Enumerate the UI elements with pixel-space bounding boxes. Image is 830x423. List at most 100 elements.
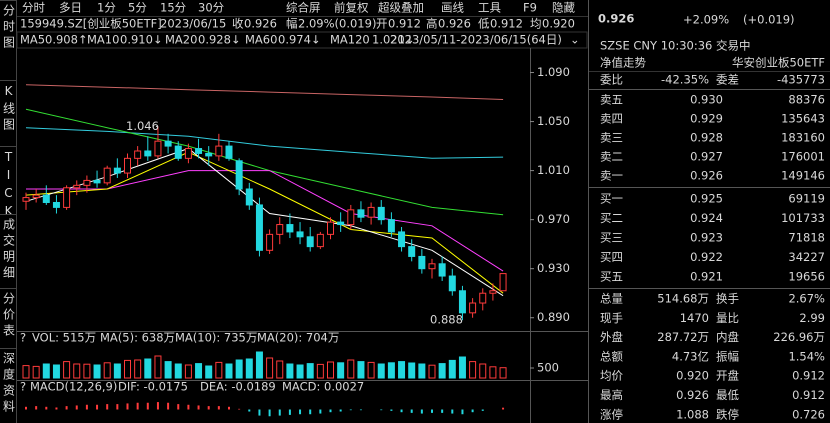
toolbar-tool[interactable]: 工具	[478, 1, 501, 15]
side-tab[interactable]: K线图	[2, 84, 16, 134]
side-tab[interactable]: 分时图	[2, 4, 16, 52]
candle-body	[113, 167, 121, 174]
volume-bar	[42, 363, 50, 379]
volume-bar	[489, 366, 497, 379]
candle-body	[367, 206, 375, 218]
candle-body	[144, 150, 152, 157]
book-price: 0.923	[690, 231, 723, 245]
volume-legend: MA(5): 638万	[100, 331, 175, 345]
help-icon[interactable]: ?	[20, 380, 26, 394]
volume-bar	[266, 357, 274, 379]
annotation: 0.888	[430, 313, 463, 327]
candle-body	[73, 184, 81, 189]
toolbar-tab[interactable]: 5分	[128, 1, 147, 15]
volume-bar	[83, 363, 91, 379]
book-label: 卖五	[600, 93, 623, 107]
candle-body	[184, 148, 192, 159]
header-label: 幅	[286, 17, 298, 31]
candle-body	[398, 231, 406, 248]
ma-label: MA120	[330, 33, 370, 47]
stat-value: 1470	[680, 311, 709, 325]
candle-body	[164, 140, 172, 147]
toolbar-tool[interactable]: F9	[523, 1, 537, 15]
toolbar-tab[interactable]: 1分	[97, 1, 116, 15]
volume-bar	[52, 364, 60, 379]
date: 2023/06/15	[160, 17, 226, 31]
side-tab[interactable]: 成交明细	[2, 218, 16, 282]
candle-body	[489, 290, 497, 294]
toolbar-tool[interactable]: 前复权	[334, 1, 369, 15]
help-icon[interactable]: ?	[20, 331, 26, 345]
stat-value: 1.088	[676, 407, 709, 421]
candle-body	[52, 201, 60, 208]
book-label: 买一	[600, 192, 623, 206]
row-value: -435773	[777, 73, 825, 87]
change-abs: (+0.019)	[743, 13, 795, 27]
volume-legend: MA(20): 704万	[257, 331, 339, 345]
ma-line	[25, 127, 504, 159]
book-volume: 149146	[781, 169, 825, 183]
book-volume: 34227	[788, 250, 825, 264]
header-label: 收	[232, 17, 244, 31]
side-tab[interactable]: 深度资料	[2, 352, 16, 416]
volume-bar	[367, 361, 375, 379]
stat-label: 均价	[600, 369, 623, 383]
candle-body	[276, 224, 284, 235]
volume-bar	[184, 364, 192, 379]
candle-body	[42, 194, 50, 203]
ma-line	[25, 151, 504, 294]
volume-bar	[195, 363, 203, 379]
volume-bar	[154, 355, 162, 379]
dropdown[interactable]: ⌄	[570, 33, 580, 47]
toolbar-tab[interactable]: 15分	[160, 1, 187, 15]
macd-legend: MACD: 0.0027	[282, 380, 364, 394]
book-label: 卖一	[600, 169, 623, 183]
toolbar-tab[interactable]: 多日	[59, 1, 82, 15]
y-tick-label: 500	[537, 361, 559, 375]
volume-bar	[458, 356, 466, 379]
stat-label: 振幅	[716, 349, 739, 363]
header-label: 高	[426, 17, 438, 31]
header-label: 低	[478, 17, 490, 31]
toolbar-tool[interactable]: 超级叠加	[378, 1, 424, 15]
volume-bar	[387, 362, 395, 379]
candle-body	[316, 233, 324, 248]
volume-bar	[448, 359, 456, 379]
toolbar-tool[interactable]: 画线	[441, 1, 464, 15]
stat-label: 换手	[716, 292, 739, 306]
book-price: 0.928	[690, 131, 723, 145]
candle-body	[347, 209, 355, 226]
header-value: 0.920	[542, 17, 575, 31]
toolbar-tool[interactable]: 综合屏	[286, 1, 321, 15]
candle-body	[479, 292, 487, 304]
annotation: 1.046	[126, 119, 159, 133]
ma-bar	[16, 31, 588, 49]
book-price: 0.929	[690, 112, 723, 126]
ma-value: 0.910↓	[120, 33, 163, 47]
toolbar-tab[interactable]: 30分	[198, 1, 225, 15]
side-tab[interactable]: TICK	[2, 150, 16, 222]
stat-value: 2.67%	[788, 292, 825, 306]
book-price: 0.927	[690, 150, 723, 164]
volume-bar	[124, 359, 131, 379]
header-value: 0.926	[244, 17, 277, 31]
candle-body	[255, 204, 263, 251]
book-price: 0.924	[690, 211, 723, 225]
row-label: 委比	[600, 73, 623, 87]
toolbar-tool[interactable]: 隐藏	[552, 1, 575, 15]
candle-body	[377, 206, 385, 221]
volume-bar	[235, 359, 243, 379]
stat-value: 226.96万	[773, 330, 825, 344]
candle-body	[103, 167, 111, 184]
book-volume: 69119	[788, 192, 825, 206]
volume-bar	[296, 364, 304, 379]
volume-bar	[469, 361, 477, 379]
stat-label: 内盘	[716, 330, 739, 344]
candle-body	[327, 221, 334, 235]
side-tab[interactable]: 分价表	[2, 292, 16, 340]
volume-bar	[316, 363, 324, 379]
volume-bar	[103, 362, 111, 379]
stat-value: 1.54%	[788, 349, 825, 363]
toolbar-tab[interactable]: 分时	[22, 1, 45, 15]
